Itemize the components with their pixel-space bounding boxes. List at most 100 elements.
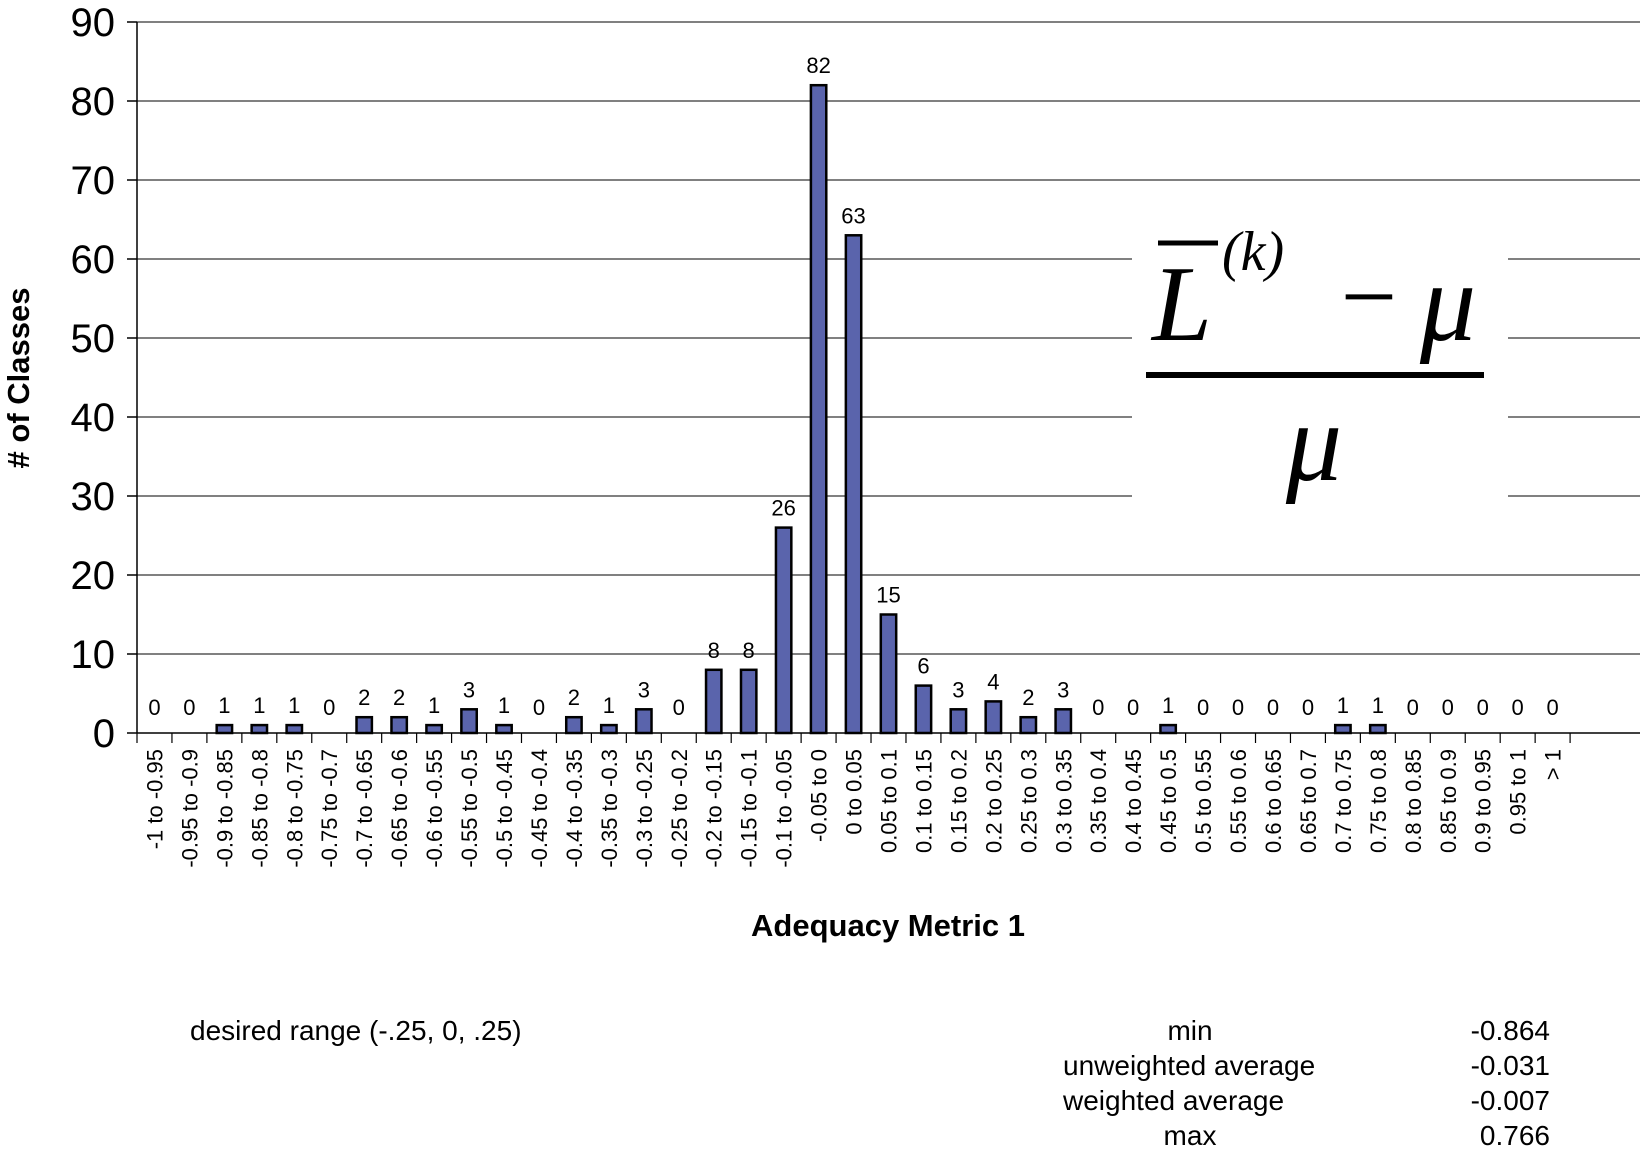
data-label: 1 xyxy=(1162,693,1174,718)
bar xyxy=(355,715,374,735)
bar xyxy=(1019,715,1038,735)
y-tick-label: 30 xyxy=(71,475,116,519)
formula-background xyxy=(1132,200,1508,530)
stat-label-unweighted-average: unweighted average xyxy=(1063,1050,1316,1081)
stat-label-min: min xyxy=(1167,1015,1213,1046)
data-label: 3 xyxy=(638,677,650,702)
x-tick-label: 0.85 to 0.9 xyxy=(1436,749,1461,853)
data-label: 1 xyxy=(1372,693,1384,718)
x-tick-label: -0.5 to -0.45 xyxy=(492,749,517,868)
bar xyxy=(564,715,583,735)
data-label: 2 xyxy=(568,685,580,710)
formula-mu-denominator: μ xyxy=(1285,381,1342,505)
bar xyxy=(1368,723,1387,735)
data-label: 0 xyxy=(1127,695,1139,720)
x-tick-label: 0.15 to 0.2 xyxy=(946,749,971,853)
formula-superscript: (k) xyxy=(1222,221,1284,283)
bar xyxy=(599,723,618,735)
y-tick-label: 0 xyxy=(93,712,115,756)
data-label: 6 xyxy=(917,654,929,679)
stat-value-weighted-average: -0.007 xyxy=(1470,1085,1550,1116)
x-tick-label: -0.55 to -0.5 xyxy=(457,749,482,868)
x-tick-label: -0.65 to -0.6 xyxy=(387,749,412,868)
data-label: 0 xyxy=(183,695,195,720)
bar xyxy=(634,708,653,735)
formula-minus: − xyxy=(1334,241,1401,352)
bar xyxy=(914,684,933,735)
bar xyxy=(495,723,513,735)
x-tick-label: 0.45 to 0.5 xyxy=(1156,749,1181,853)
x-tick-label: 0.8 to 0.85 xyxy=(1401,749,1426,853)
desired-range-note: desired range (-.25, 0, .25) xyxy=(190,1015,522,1046)
axes xyxy=(127,21,1640,743)
x-tick-label: -0.05 to 0 xyxy=(807,749,832,842)
bar xyxy=(250,723,269,735)
data-label: 0 xyxy=(1442,695,1454,720)
y-tick-label: 20 xyxy=(71,554,116,598)
stat-value-max: 0.766 xyxy=(1479,1120,1550,1151)
stat-label-max: max xyxy=(1163,1120,1217,1151)
x-tick-label: 0.65 to 0.7 xyxy=(1296,749,1321,853)
x-tick-label: -0.35 to -0.3 xyxy=(597,749,622,868)
x-tick-label: -0.1 to -0.05 xyxy=(772,749,797,868)
data-label: 3 xyxy=(1057,677,1069,702)
data-label: 0 xyxy=(1477,695,1489,720)
x-tick-label: -0.9 to -0.85 xyxy=(212,749,237,868)
data-label: 0 xyxy=(1232,695,1244,720)
data-label: 1 xyxy=(428,693,440,718)
y-tick-label: 50 xyxy=(71,317,116,361)
data-label: 2 xyxy=(1022,685,1034,710)
x-tick-label: 0.95 to 1 xyxy=(1506,749,1531,835)
data-label: 0 xyxy=(1546,695,1558,720)
x-tick-label: 0.1 to 0.15 xyxy=(911,749,936,853)
y-tick-labels: 0 10 20 30 40 50 60 70 80 90 xyxy=(71,1,116,756)
data-label: 2 xyxy=(393,685,405,710)
x-axis-title: Adequacy Metric 1 xyxy=(751,908,1025,943)
bar xyxy=(949,708,968,735)
data-label: 15 xyxy=(876,583,900,608)
bar xyxy=(390,715,409,735)
bar xyxy=(704,668,723,735)
data-label: 1 xyxy=(253,693,265,718)
x-tick-label: -0.4 to -0.35 xyxy=(562,749,587,868)
data-label: 8 xyxy=(743,638,755,663)
y-tick-label: 10 xyxy=(71,633,116,677)
data-label: 4 xyxy=(987,669,999,694)
data-label: 0 xyxy=(148,695,160,720)
data-label: 8 xyxy=(708,638,720,663)
data-label: 0 xyxy=(1512,695,1524,720)
data-label: 82 xyxy=(806,53,830,78)
x-tick-label: 0 to 0.05 xyxy=(842,749,867,835)
bar xyxy=(739,668,758,735)
bar xyxy=(285,723,304,735)
x-tick-label: -1 to -0.95 xyxy=(142,749,167,849)
bar xyxy=(1333,723,1352,735)
bar xyxy=(774,526,793,735)
y-axis-title: # of Classes xyxy=(1,288,36,469)
x-tick-label: -0.45 to -0.4 xyxy=(527,749,552,868)
data-label: 2 xyxy=(358,685,370,710)
x-tick-label: 0.55 to 0.6 xyxy=(1226,749,1251,853)
bar xyxy=(844,234,863,735)
x-tick-label: 0.05 to 0.1 xyxy=(877,749,902,853)
data-label: 0 xyxy=(1267,695,1279,720)
x-tick-label: 0.6 to 0.65 xyxy=(1261,749,1286,853)
formula-mu-numerator: μ xyxy=(1419,241,1476,365)
y-tick-label: 60 xyxy=(71,238,116,282)
bar xyxy=(215,723,234,735)
x-tick-label: 0.9 to 0.95 xyxy=(1471,749,1496,853)
data-label: 0 xyxy=(323,695,335,720)
data-label: 1 xyxy=(498,693,510,718)
data-label: 63 xyxy=(841,203,865,228)
stat-value-unweighted-average: -0.031 xyxy=(1470,1050,1550,1081)
x-tick-label: 0.75 to 0.8 xyxy=(1366,749,1391,853)
data-label: 1 xyxy=(1337,693,1349,718)
y-tick-label: 70 xyxy=(71,159,116,203)
x-tick-label: -0.8 to -0.75 xyxy=(282,749,307,868)
x-tick-label: -0.3 to -0.25 xyxy=(632,749,657,868)
bar xyxy=(425,723,444,735)
y-tick-label: 90 xyxy=(71,1,116,45)
bar xyxy=(984,700,1003,735)
x-tick-label: -0.15 to -0.1 xyxy=(737,749,762,868)
data-label: 0 xyxy=(1197,695,1209,720)
